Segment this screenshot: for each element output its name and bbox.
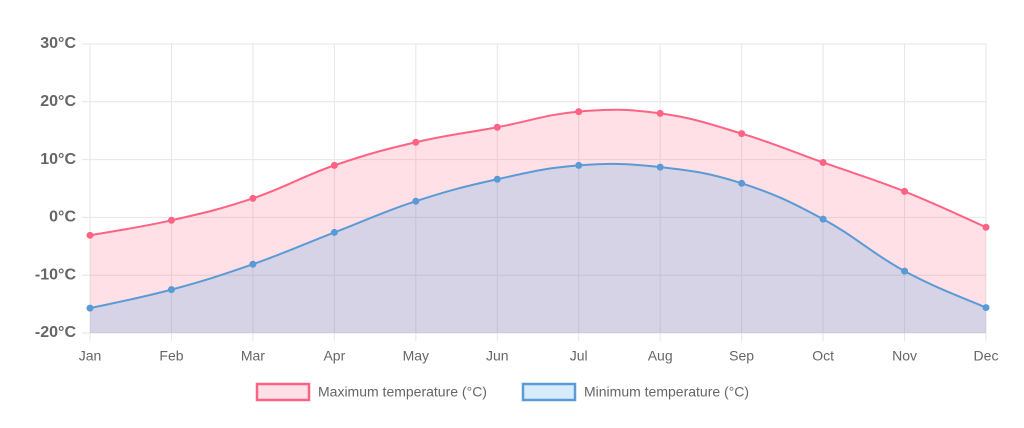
point — [982, 223, 990, 231]
x-tick-label: Jan — [79, 348, 102, 364]
point — [819, 215, 827, 223]
x-tick-label: Oct — [812, 348, 834, 364]
legend-swatch — [521, 382, 577, 402]
x-tick-label: Sep — [729, 348, 754, 364]
x-tick-label: May — [403, 348, 429, 364]
point — [493, 123, 501, 131]
legend-label: Minimum temperature (°C) — [584, 384, 749, 400]
y-tick-label: 0°C — [49, 209, 76, 226]
point — [249, 194, 257, 202]
legend: Maximum temperature (°C) Minimum temperat… — [255, 382, 749, 402]
legend-label: Maximum temperature (°C) — [318, 384, 487, 400]
x-tick-label: Nov — [892, 348, 917, 364]
area — [90, 109, 986, 334]
point — [575, 161, 583, 169]
point — [412, 197, 420, 205]
y-tick-label: 30°C — [40, 35, 76, 52]
point — [901, 267, 909, 275]
x-tick-label: Jul — [570, 348, 588, 364]
line — [89, 162, 987, 310]
point — [330, 161, 338, 169]
y-tick-label: 10°C — [40, 151, 76, 168]
x-tick-label: Dec — [974, 348, 999, 364]
point — [167, 286, 175, 294]
point — [656, 109, 664, 117]
point — [493, 175, 501, 183]
point — [656, 163, 664, 171]
legend-swatch — [255, 382, 311, 402]
point — [330, 228, 338, 236]
x-tick-label: Apr — [323, 348, 345, 364]
point — [86, 304, 94, 312]
x-tick-label: Aug — [648, 348, 673, 364]
y-tick-label: -20°C — [35, 324, 77, 341]
point — [412, 138, 420, 146]
grid — [82, 43, 987, 341]
point — [575, 108, 583, 116]
point — [901, 187, 909, 195]
line — [89, 108, 987, 237]
area — [90, 163, 986, 333]
point — [167, 216, 175, 224]
point — [249, 260, 257, 268]
point — [738, 130, 746, 138]
y-tick-label: -10°C — [35, 266, 77, 283]
x-tick-label: Mar — [241, 348, 265, 364]
point — [982, 304, 990, 312]
x-tick-label: Jun — [486, 348, 509, 364]
point — [86, 231, 94, 239]
x-tick-label: Feb — [159, 348, 183, 364]
point — [819, 158, 827, 166]
y-tick-label: 20°C — [40, 93, 76, 110]
point — [738, 179, 746, 187]
